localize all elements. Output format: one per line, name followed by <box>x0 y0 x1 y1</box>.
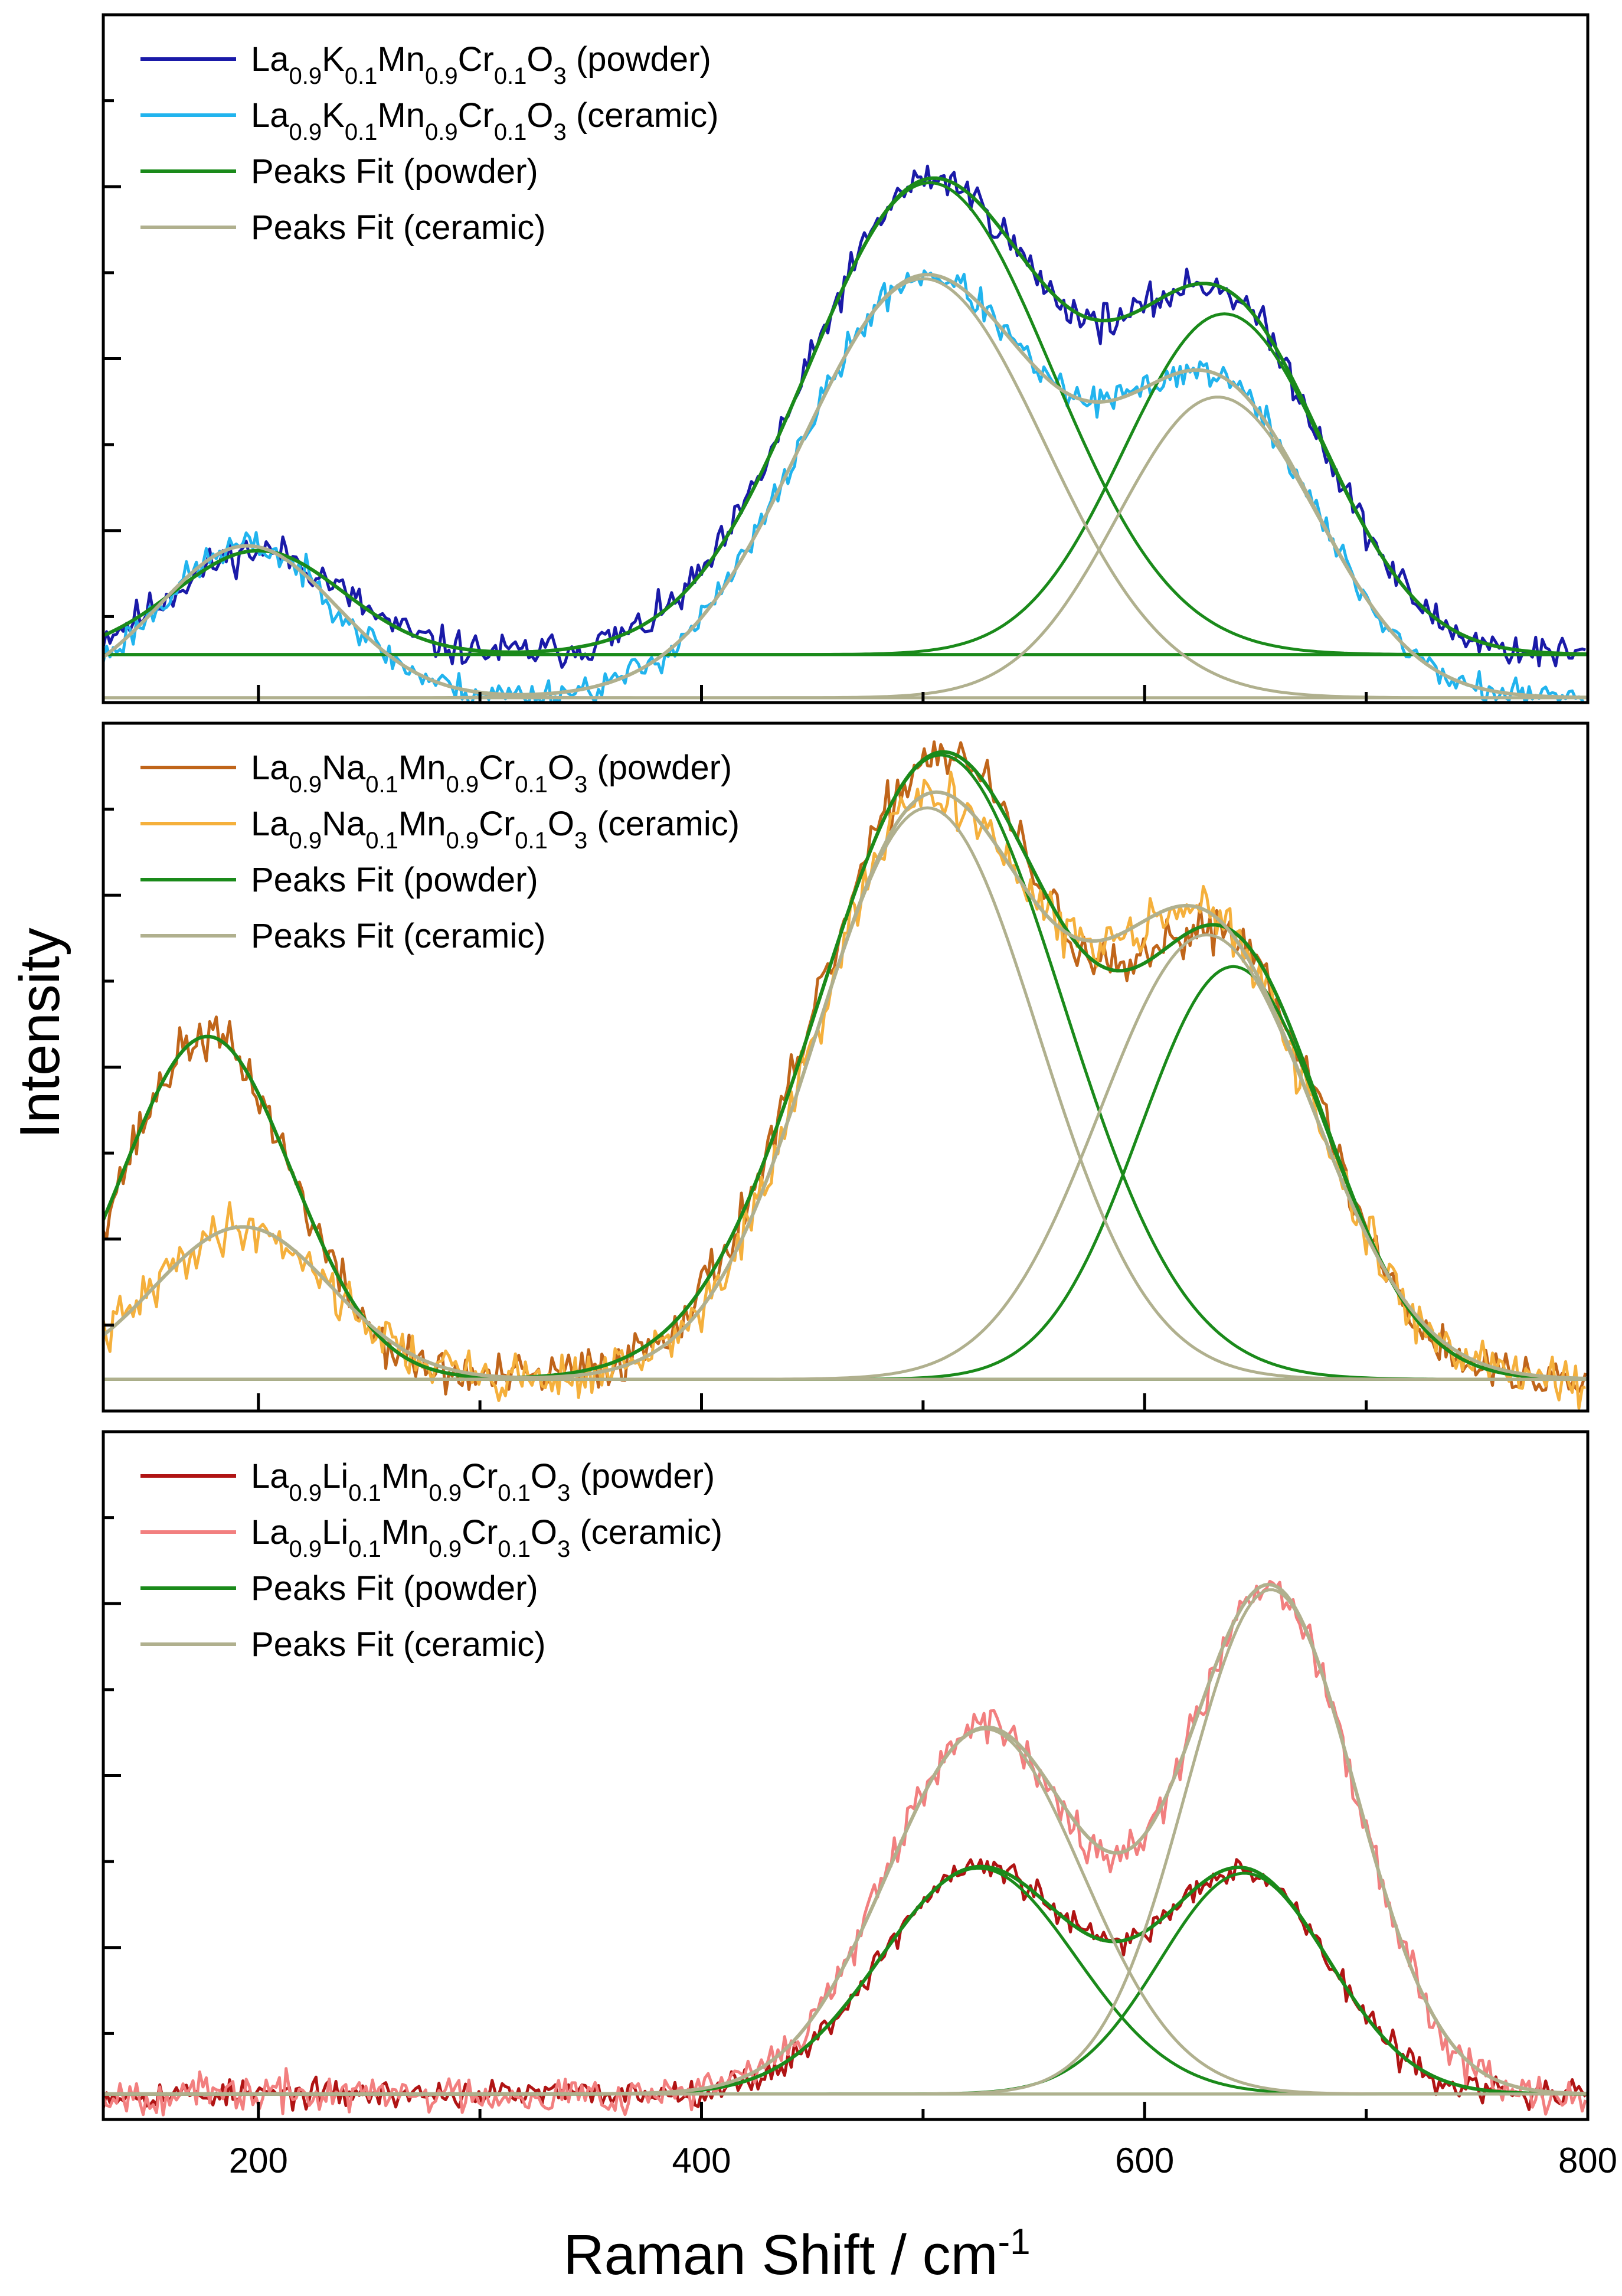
x-axis-title: Raman Shift / cm-1 <box>563 2222 1030 2287</box>
fit-cumulative-powder <box>103 750 1588 1381</box>
legend-entry: Peaks Fit (powder) <box>251 861 538 899</box>
legend-entry: Peaks Fit (powder) <box>251 1569 538 1608</box>
x-tick-label: 800 <box>1558 2141 1617 2180</box>
legend-entry: Peaks Fit (powder) <box>251 152 538 191</box>
legend-entry: La0.9Na0.1Mn0.9Cr0.1O3 (powder) <box>251 749 732 798</box>
x-tick-label: 200 <box>229 2141 288 2180</box>
legend-entry: Peaks Fit (ceramic) <box>251 208 546 247</box>
legend-entry: La0.9Li0.1Mn0.9Cr0.1O3 (ceramic) <box>251 1513 722 1562</box>
legend: La0.9Na0.1Mn0.9Cr0.1O3 (powder) La0.9Na0.… <box>140 749 740 955</box>
legend: La0.9Li0.1Mn0.9Cr0.1O3 (powder) La0.9Li0.… <box>140 1457 722 1664</box>
plot-area <box>103 164 1588 703</box>
x-tick-label: 400 <box>672 2141 731 2180</box>
legend-entry: La0.9Li0.1Mn0.9Cr0.1O3 (powder) <box>251 1457 715 1506</box>
legend-entry: Peaks Fit (ceramic) <box>251 1625 546 1664</box>
x-axis-tick-labels: 200 400 600 800 <box>229 2141 1617 2180</box>
fit-cumulative-ceramic <box>103 273 1588 700</box>
legend-entry: Peaks Fit (ceramic) <box>251 917 546 955</box>
spectrum-ceramic <box>103 1580 1587 2117</box>
x-tick-label: 600 <box>1115 2141 1174 2180</box>
legend-entry: La0.9K0.1Mn0.9Cr0.1O3 (powder) <box>251 40 711 89</box>
legend-entry: La0.9Na0.1Mn0.9Cr0.1O3 (ceramic) <box>251 805 740 854</box>
fit-cumulative-powder <box>103 176 1588 656</box>
panel-bottom-lithium: La0.9Li0.1Mn0.9Cr0.1O3 (powder) La0.9Li0.… <box>102 1430 1590 2121</box>
spectrum-powder <box>103 164 1587 669</box>
fit-cumulative-ceramic <box>103 1582 1588 2096</box>
fit-cumulative-ceramic <box>103 790 1588 1380</box>
plot-area <box>103 740 1588 1410</box>
legend: La0.9K0.1Mn0.9Cr0.1O3 (powder) La0.9K0.1M… <box>140 40 719 247</box>
y-axis-title: Intensity <box>8 927 71 1139</box>
legend-entry: La0.9K0.1Mn0.9Cr0.1O3 (ceramic) <box>251 96 719 145</box>
panel-top-potassium: La0.9K0.1Mn0.9Cr0.1O3 (powder) La0.9K0.1M… <box>102 13 1590 704</box>
panel-middle-sodium: La0.9Na0.1Mn0.9Cr0.1O3 (powder) La0.9Na0.… <box>102 721 1590 1413</box>
plot-area <box>103 1580 1588 2117</box>
